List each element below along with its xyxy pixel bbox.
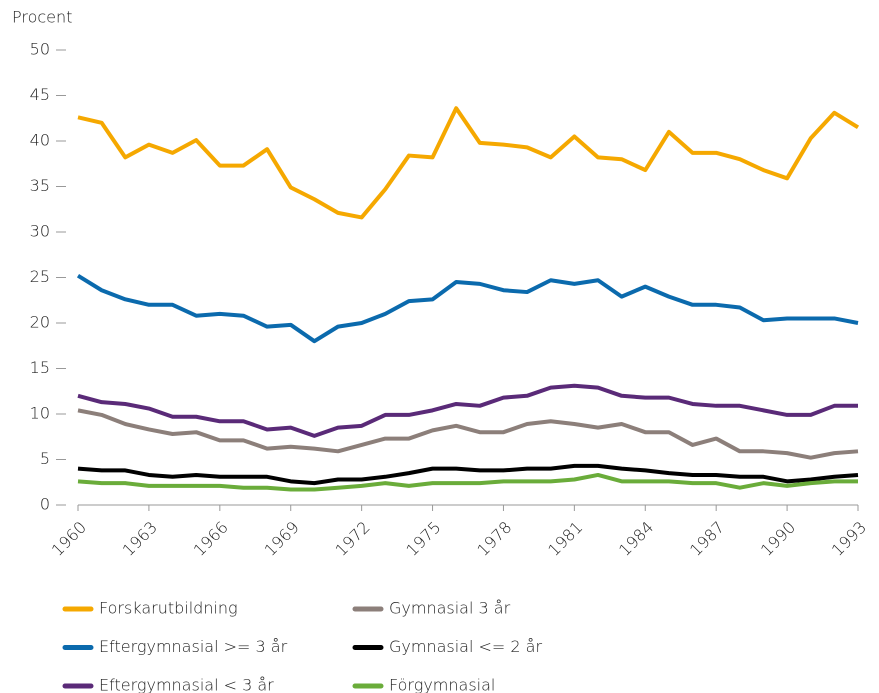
series-line (77, 106, 860, 220)
x-tick-label: 1963 (119, 518, 161, 560)
y-tick-label: 10 (30, 404, 50, 423)
y-tick-label: 25 (30, 267, 50, 286)
x-tick-label: 1987 (686, 518, 728, 560)
y-tick-label: 15 (30, 358, 50, 377)
y-tick-label: 5 (40, 449, 50, 468)
x-tick-label: 1960 (48, 518, 90, 560)
y-tick-label: 0 (40, 495, 50, 514)
y-tick-label: 20 (30, 313, 50, 332)
y-tick-label: 35 (30, 176, 50, 195)
x-tick-label: 1978 (473, 518, 515, 560)
x-tick-label: 1975 (402, 518, 444, 560)
x-tick-label: 1984 (615, 518, 657, 560)
legend-label: Forskarutbildning (99, 599, 238, 618)
x-tick-label: 1972 (331, 518, 373, 560)
legend-label: Gymnasial 3 år (389, 599, 511, 618)
x-tick-label: 1969 (261, 518, 303, 560)
y-axis-label: Procent (12, 8, 72, 27)
x-tick-label: 1981 (544, 518, 586, 560)
series-line (77, 383, 858, 438)
legend-label: Gymnasial <= 2 år (389, 637, 542, 656)
series-line (77, 463, 859, 486)
x-tick-label: 1966 (190, 518, 232, 560)
y-tick-label: 40 (30, 131, 50, 150)
x-tick-label: 1993 (828, 518, 870, 560)
series-line (77, 472, 858, 492)
y-tick-label: 30 (30, 222, 50, 241)
y-tick-label: 50 (30, 40, 50, 59)
x-tick-label: 1990 (757, 518, 799, 560)
series-line (77, 408, 859, 460)
legend-label: Förgymnasial (389, 676, 495, 693)
legend-label: Eftergymnasial >= 3 år (99, 637, 288, 656)
legend-label: Eftergymnasial < 3 år (99, 676, 274, 693)
y-tick-label: 45 (30, 85, 50, 104)
series-line (76, 273, 859, 344)
